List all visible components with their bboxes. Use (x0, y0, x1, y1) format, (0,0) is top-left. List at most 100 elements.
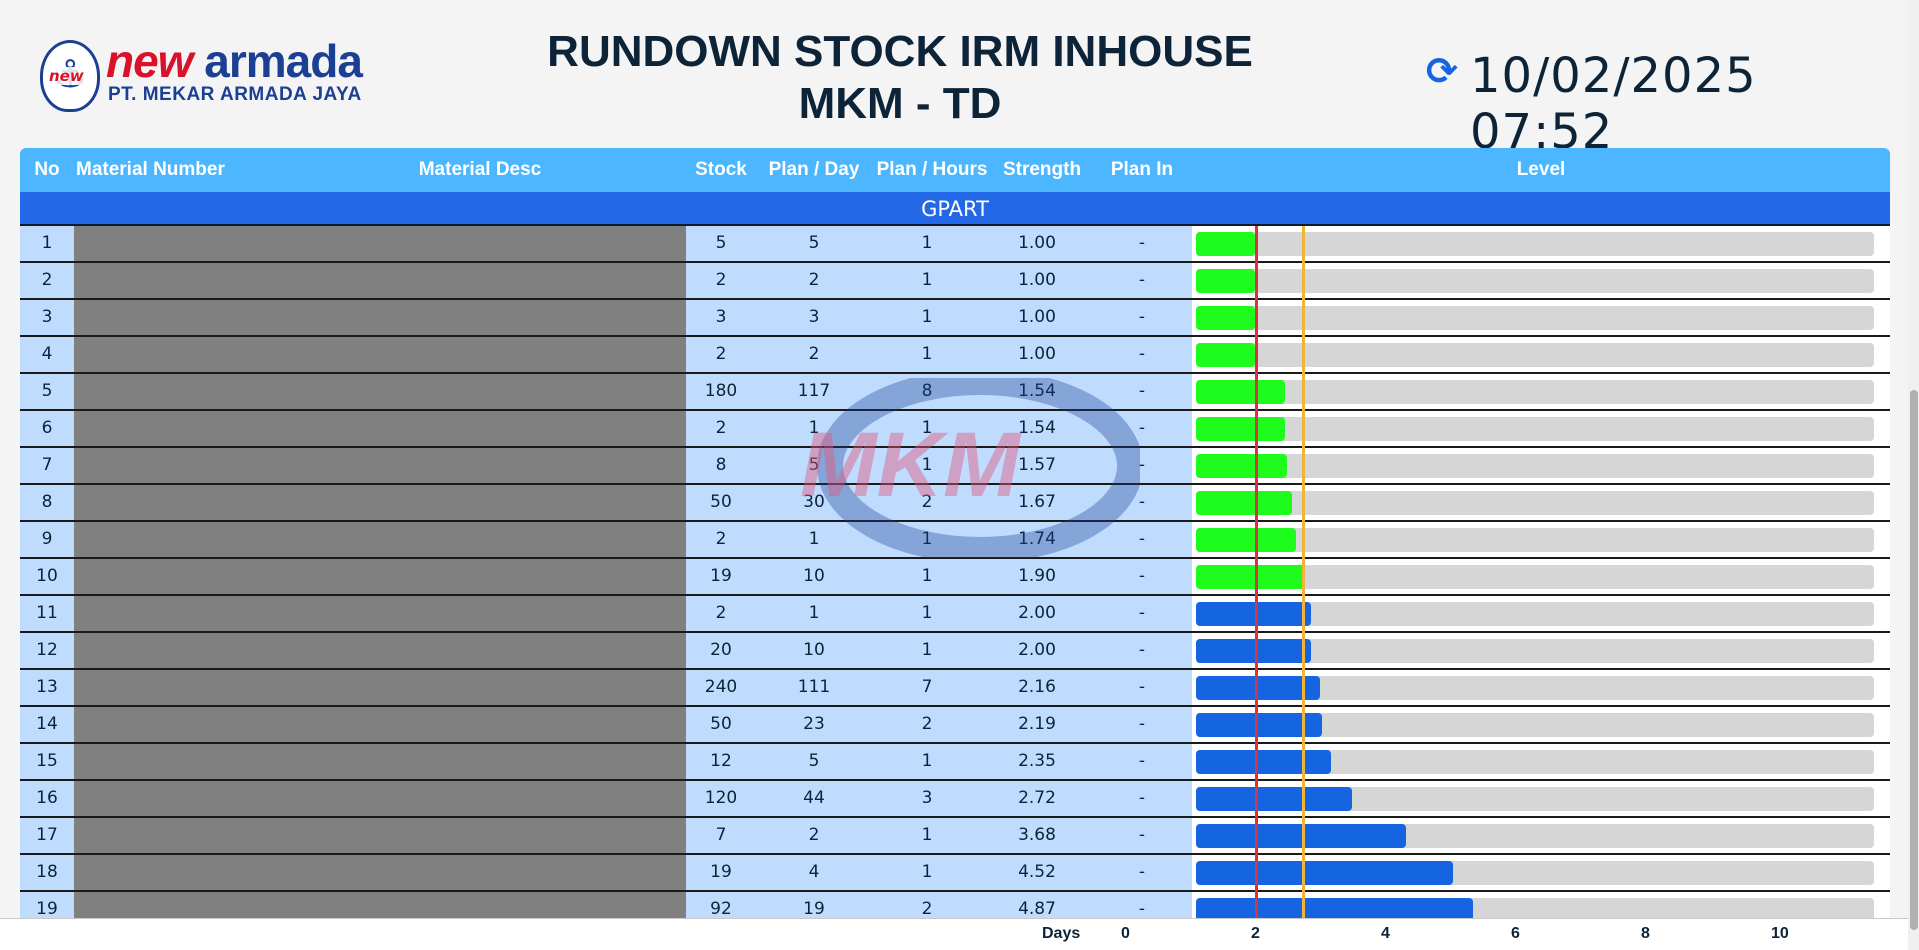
cell-plan-hours: 1 (872, 596, 982, 631)
level-track (1196, 528, 1874, 552)
cell-material-number (74, 559, 274, 594)
table-row: 3 3 3 1 1.00 - (20, 300, 1890, 337)
cell-material-desc (274, 448, 632, 483)
cell-material-desc (274, 337, 632, 372)
level-track (1196, 750, 1874, 774)
level-bar (1196, 676, 1321, 700)
cell-plan-in: - (1092, 596, 1192, 631)
cell-plan-day: 44 (756, 781, 872, 816)
cell-material-desc (274, 670, 632, 705)
cell-level (1192, 522, 1890, 557)
cell-spacer (632, 818, 686, 853)
cell-plan-in: - (1092, 707, 1192, 742)
cell-plan-in: - (1092, 522, 1192, 557)
cell-no: 2 (20, 263, 74, 298)
cell-stock: 50 (686, 485, 756, 520)
level-track (1196, 380, 1874, 404)
cell-stock: 2 (686, 411, 756, 446)
cell-no: 12 (20, 633, 74, 668)
cell-material-desc (274, 559, 632, 594)
table-row: 10 19 10 1 1.90 - (20, 559, 1890, 596)
cell-strength: 1.57 (982, 448, 1092, 483)
level-bar (1196, 713, 1322, 737)
table-row: 9 2 1 1 1.74 - (20, 522, 1890, 559)
cell-plan-hours: 1 (872, 522, 982, 557)
level-bar (1196, 602, 1311, 626)
cell-spacer (632, 855, 686, 890)
level-track (1196, 898, 1874, 918)
table-row: 18 19 4 1 4.52 - (20, 855, 1890, 892)
level-track (1196, 343, 1874, 367)
cell-strength: 1.00 (982, 263, 1092, 298)
clock: ⟳ 10/02/2025 07:52 (1420, 48, 1900, 160)
cell-no: 3 (20, 300, 74, 335)
cell-level (1192, 707, 1890, 742)
cell-strength: 1.54 (982, 374, 1092, 409)
cell-plan-day: 1 (756, 411, 872, 446)
cell-plan-in: - (1092, 818, 1192, 853)
axis-tick-label: 2 (1251, 925, 1260, 942)
cell-plan-hours: 1 (872, 226, 982, 261)
cell-plan-in: - (1092, 411, 1192, 446)
cell-material-desc (274, 485, 632, 520)
cell-spacer (632, 374, 686, 409)
cell-stock: 19 (686, 855, 756, 890)
cell-strength: 1.00 (982, 300, 1092, 335)
cell-plan-day: 5 (756, 448, 872, 483)
cell-plan-hours: 1 (872, 300, 982, 335)
cell-level (1192, 411, 1890, 446)
cell-material-desc (274, 781, 632, 816)
cell-no: 5 (20, 374, 74, 409)
level-track (1196, 639, 1874, 663)
cell-strength: 4.87 (982, 892, 1092, 918)
cell-strength: 2.00 (982, 633, 1092, 668)
level-bar (1196, 269, 1255, 293)
threshold-line-orange (1302, 226, 1306, 918)
cell-level (1192, 818, 1890, 853)
cell-spacer (632, 781, 686, 816)
cell-material-desc (274, 633, 632, 668)
cell-plan-hours: 1 (872, 411, 982, 446)
cell-strength: 1.54 (982, 411, 1092, 446)
cell-level (1192, 596, 1890, 631)
cell-material-desc (274, 411, 632, 446)
cell-plan-hours: 1 (872, 337, 982, 372)
cell-spacer (632, 337, 686, 372)
cell-plan-hours: 2 (872, 707, 982, 742)
refresh-icon[interactable]: ⟳ (1426, 49, 1458, 93)
cell-plan-in: - (1092, 855, 1192, 890)
column-header-stock: Stock (695, 159, 747, 180)
cell-material-number (74, 707, 274, 742)
cell-spacer (632, 411, 686, 446)
cell-plan-day: 2 (756, 263, 872, 298)
cell-stock: 5 (686, 226, 756, 261)
page-title-line2: MKM - TD (798, 79, 1002, 128)
threshold-line-red (1254, 226, 1258, 918)
cell-spacer (632, 670, 686, 705)
cell-plan-hours: 1 (872, 263, 982, 298)
cell-stock: 12 (686, 744, 756, 779)
cell-plan-day: 111 (756, 670, 872, 705)
cell-plan-in: - (1092, 374, 1192, 409)
cell-stock: 2 (686, 522, 756, 557)
cell-material-number (74, 374, 274, 409)
cell-no: 16 (20, 781, 74, 816)
cell-level (1192, 633, 1890, 668)
cell-level (1192, 263, 1890, 298)
level-bar (1196, 232, 1255, 256)
cell-stock: 92 (686, 892, 756, 918)
level-bar (1196, 343, 1255, 367)
vertical-scrollbar[interactable] (1908, 0, 1919, 950)
cell-material-number (74, 448, 274, 483)
level-bar (1196, 380, 1285, 404)
page-title: RUNDOWN STOCK IRM INHOUSE MKM - TD (500, 26, 1300, 130)
level-track (1196, 491, 1874, 515)
level-bar (1196, 491, 1293, 515)
cell-strength: 1.90 (982, 559, 1092, 594)
scrollbar-thumb[interactable] (1910, 390, 1918, 930)
table-row: 15 12 5 1 2.35 - (20, 744, 1890, 781)
axis-tick-label: 6 (1511, 925, 1520, 942)
level-bar (1196, 528, 1297, 552)
cell-plan-hours: 2 (872, 892, 982, 918)
cell-level (1192, 670, 1890, 705)
